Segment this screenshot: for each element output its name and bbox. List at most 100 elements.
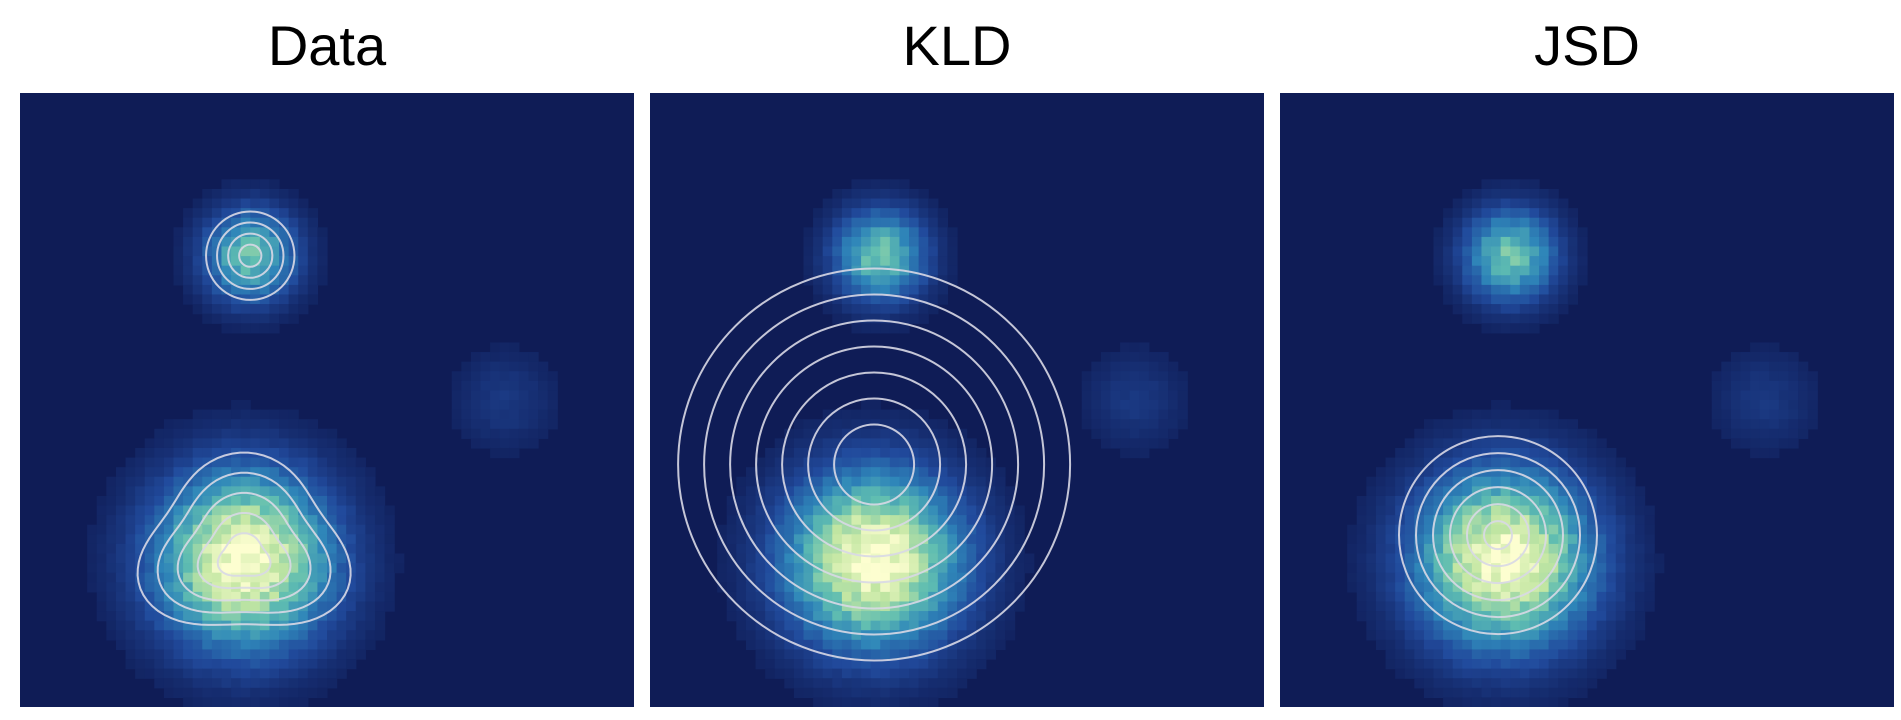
density-cell [1139,419,1150,430]
density-cell [144,630,155,641]
density-cell [1139,390,1150,401]
density-cell [1587,495,1598,507]
density-cell [1539,495,1550,507]
density-cell [803,476,814,487]
density-cell [1423,668,1435,679]
density-cell [154,428,165,439]
density-cell [298,543,309,555]
density-cell [1519,409,1531,420]
density-cell [336,601,347,612]
density-cell [1730,438,1742,449]
density-cell [880,246,891,257]
density-cell [250,687,261,698]
density-cell [736,495,747,507]
density-cell [1567,524,1578,535]
density-cell [793,467,805,478]
density-cell [1385,476,1396,487]
density-cell [1433,256,1444,267]
density-cell [173,678,184,689]
density-cell [1587,428,1598,439]
density-cell [221,553,232,564]
density-cell [547,390,558,401]
density-cell [1404,438,1415,449]
density-cell [317,620,328,631]
density-cell [1491,649,1502,660]
density-cell [317,495,328,507]
density-cell [928,543,939,555]
density-cell [336,572,347,583]
density-cell [1004,534,1016,545]
density-cell [1404,572,1415,583]
density-cell [298,639,309,651]
density-cell [1567,678,1578,689]
density-cell [851,476,862,487]
density-cell [880,553,891,564]
density-cell [163,543,175,555]
density-cell [106,630,117,641]
density-cell [784,467,795,478]
density-cell [327,438,338,449]
density-cell [889,476,901,487]
density-cell [1347,553,1358,564]
density-cell [1750,342,1761,353]
density-cell [269,639,280,651]
density-cell [822,467,833,478]
density-cell [889,659,901,670]
density-cell [135,639,146,651]
density-cell [1548,649,1559,660]
density-cell [163,563,175,574]
density-cell [1539,294,1550,305]
density-cell [1120,390,1131,401]
density-cell [221,313,232,324]
density-cell [870,323,881,334]
density-cell [928,304,939,315]
density-cell [755,543,766,555]
density-cell [1778,380,1790,391]
density-cell [918,620,929,631]
density-cell [384,524,395,535]
contour-lines [677,267,1072,662]
density-cell [336,630,347,641]
density-cell [1634,591,1646,603]
density-cell [1414,649,1425,660]
density-cell [1471,304,1483,315]
density-cell [1462,256,1473,267]
density-cell [327,630,338,641]
density-cell [736,582,747,593]
density-cell [317,275,328,286]
density-cell [365,601,376,612]
density-cell [106,505,117,516]
density-cell [784,457,795,468]
density-cell [1481,601,1492,612]
density-cell [870,486,881,497]
density-cell [957,467,968,478]
density-cell [861,284,872,296]
density-cell [870,659,881,670]
density-cell [1091,390,1102,401]
density-cell [909,572,920,583]
density-cell [1519,428,1531,439]
density-cell [928,294,939,305]
density-cell [1433,467,1444,478]
density-cell [1177,409,1188,420]
density-cell [1129,428,1140,439]
density-cell [861,611,872,622]
density-cell [192,630,203,641]
density-cell [1120,361,1131,372]
density-cell [1558,447,1569,459]
density-cell [889,323,901,334]
density-cell [928,505,939,516]
density-cell [899,524,910,535]
density-cell [269,179,280,190]
density-cell [793,447,805,459]
density-cell [1404,534,1415,545]
density-cell [1481,275,1492,286]
density-cell [889,246,901,257]
density-cell [1606,505,1617,516]
density-cell [173,236,184,248]
density-cell [1385,524,1396,535]
density-cell [1423,419,1435,430]
density-cell [259,447,271,459]
density-cell [298,284,309,296]
density-cell [221,630,232,641]
